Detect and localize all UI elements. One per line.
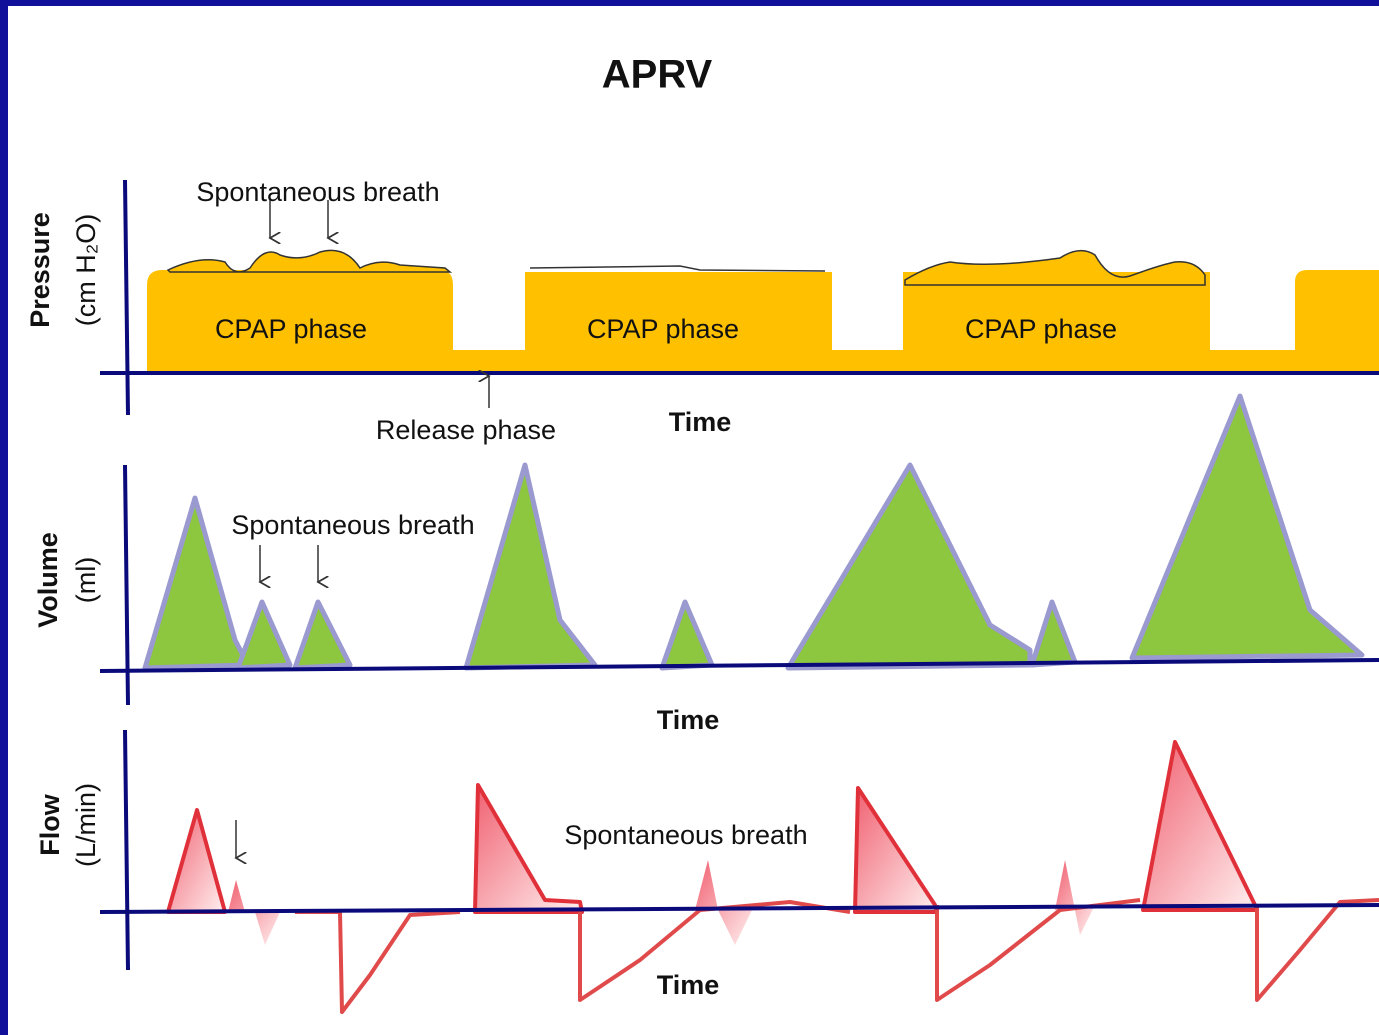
flow-release [1255,898,1379,1002]
volume-breath [235,599,293,671]
pressure-top [529,265,826,272]
y-axis-unit: (ml) [71,557,101,603]
x-axis [99,658,1379,673]
annotation: Release phase [376,415,556,445]
flow-spontaneous [695,860,752,945]
y-axis-label: Flow [35,793,65,855]
flow-breath [1141,740,1259,912]
x-axis-label: Time [657,705,720,735]
phase-label: CPAP phase [587,314,739,344]
phase-label: CPAP phase [215,314,367,344]
y-axis-label: Pressure [25,212,55,328]
flow-breath [473,783,584,914]
x-axis-label: Time [657,970,720,1000]
pressure-panel: CPAP phase CPAP phase CPAP phase Spontan… [25,177,1379,445]
y-axis-unit: (L/min) [71,783,101,867]
phase-label: CPAP phase [965,314,1117,344]
x-axis-label: Time [669,407,732,437]
spontaneous-bumps [166,249,453,273]
flow-spontaneous [228,880,280,945]
y-axis [123,464,130,706]
flow-release [578,900,851,1002]
volume-breath [292,599,353,671]
flow-panel: Spontaneous breath Time Flow (L/min) [35,729,1379,1014]
volume-breath [142,495,251,671]
volume-breath [785,462,1033,671]
spontaneous-bumps [904,249,1206,286]
y-axis-label: Volume [33,532,63,628]
y-axis-unit: (cm H₂O) [71,214,101,326]
x-axis [99,903,1379,914]
annotation: Spontaneous breath [564,820,807,850]
annotation: Spontaneous breath [231,510,474,540]
flow-spontaneous [1055,860,1095,935]
title: APRV [602,53,713,97]
annotation: Spontaneous breath [196,177,439,207]
y-axis [123,179,130,416]
y-axis [123,729,130,971]
volume-panel: Spontaneous breath Time Volume (ml) [33,393,1379,735]
pressure-waveform [147,270,1379,372]
volume-breath [1129,393,1365,661]
